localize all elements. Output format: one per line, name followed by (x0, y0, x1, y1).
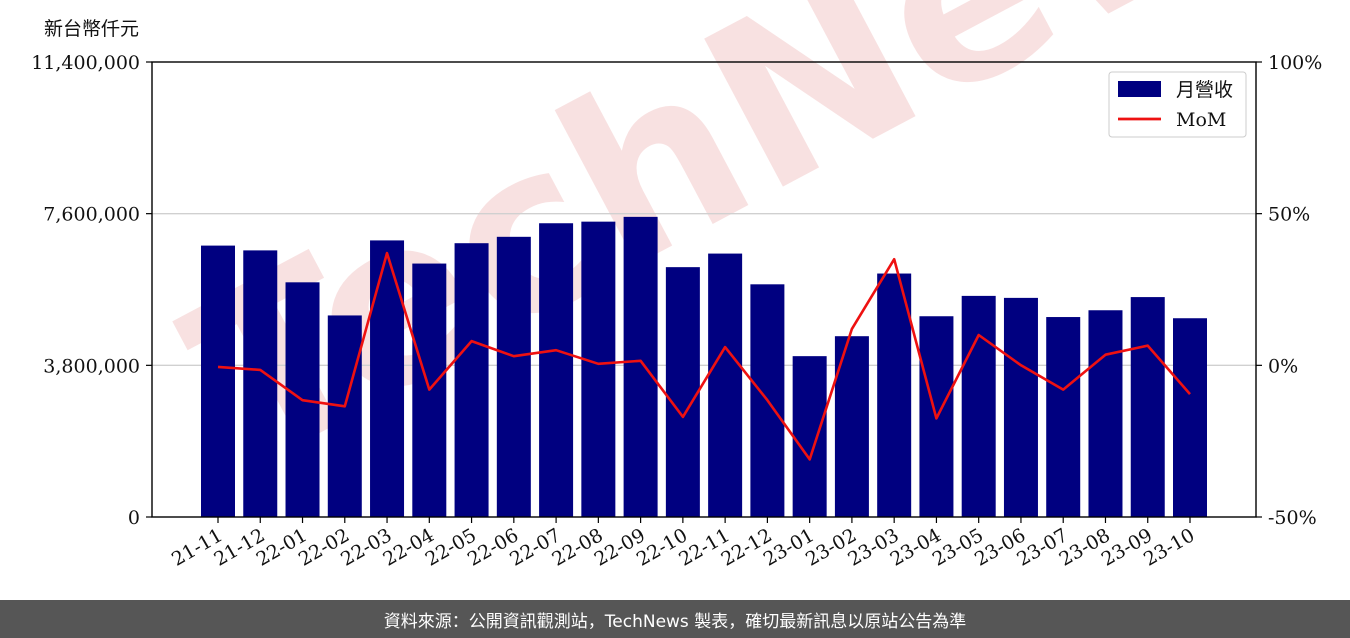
legend: 月營收 MoM (1108, 71, 1247, 138)
left-tick-label-0: 0 (128, 507, 140, 529)
legend-label-mom: MoM (1176, 109, 1226, 131)
bar-21-12 (243, 250, 278, 517)
bar-21-11 (201, 245, 235, 517)
left-tick-label-3: 11,400,000 (31, 52, 140, 74)
right-tick-label-3: 100% (1268, 52, 1322, 74)
mom-line (217, 251, 1191, 461)
bar-22-06 (496, 236, 531, 517)
mom-line-series (217, 251, 1191, 461)
bar-23-06 (1003, 297, 1038, 517)
legend-swatch-bar (1118, 81, 1161, 97)
bar-23-03 (877, 273, 912, 517)
left-tick-label-1: 3,800,000 (43, 355, 140, 377)
bar-23-07 (1046, 317, 1081, 517)
bar-23-01 (792, 356, 827, 517)
bar-22-03 (370, 240, 405, 517)
chart: TechNews 03,800,0007,600,00011,400,000-5… (31, 0, 1350, 571)
revenue-bars (201, 216, 1207, 518)
bar-22-02 (327, 315, 362, 517)
bar-23-10 (1173, 318, 1207, 517)
plot-frame (151, 61, 1257, 518)
bar-22-05 (454, 243, 489, 517)
left-tick-label-2: 7,600,000 (43, 204, 140, 226)
right-tick-label-0: -50% (1268, 507, 1317, 529)
bar-23-09 (1130, 297, 1165, 517)
bar-23-08 (1088, 310, 1123, 517)
bar-22-08 (581, 221, 616, 518)
legend-label-revenue: 月營收 (1176, 79, 1233, 101)
bar-22-09 (623, 216, 658, 517)
footer-text: 資料來源：公開資訊觀測站，TechNews 製表，確切最新訊息以原站公告為準 (383, 611, 967, 632)
bar-22-07 (539, 223, 574, 518)
bar-22-10 (665, 267, 700, 517)
right-tick-label-2: 50% (1268, 204, 1310, 226)
source-footer: 資料來源：公開資訊觀測站，TechNews 製表，確切最新訊息以原站公告為準 (0, 600, 1350, 638)
y-axis-unit-label: 新台幣仟元 (44, 18, 140, 40)
bar-23-05 (961, 295, 996, 517)
bar-22-11 (708, 253, 743, 517)
right-tick-label-1: 0% (1268, 355, 1298, 377)
